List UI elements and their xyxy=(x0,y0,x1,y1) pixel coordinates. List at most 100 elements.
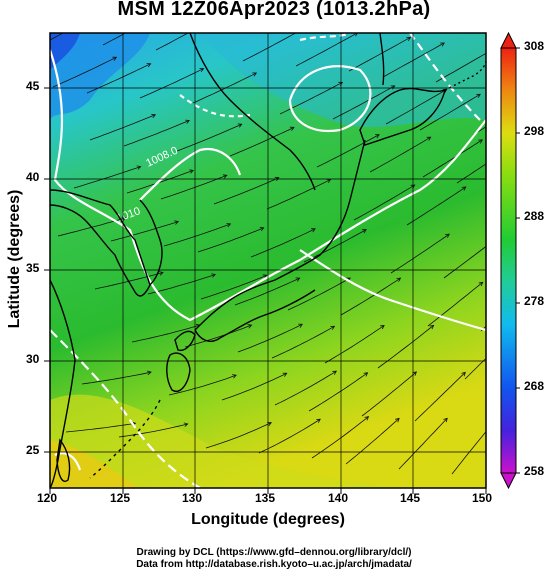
streamline xyxy=(147,274,216,295)
streamline xyxy=(295,33,358,67)
streamline xyxy=(229,127,295,157)
streamline-arrow xyxy=(493,47,497,50)
streamline xyxy=(176,123,242,152)
x-tick-label: 135 xyxy=(255,491,276,505)
streamline xyxy=(184,324,252,348)
streamline-arrow xyxy=(301,28,305,31)
streamline xyxy=(160,174,227,200)
x-tick-label: 150 xyxy=(472,491,493,505)
colorbar-tick-label: 308 xyxy=(524,39,545,53)
streamline-arrow xyxy=(211,273,216,278)
streamline-arrow xyxy=(445,233,450,238)
streamline-arrow xyxy=(316,418,321,423)
x-tick-label: 125 xyxy=(110,491,131,505)
streamline xyxy=(427,281,483,327)
colorbar xyxy=(500,31,520,490)
streamline-arrow xyxy=(146,63,152,68)
y-tick-label: 30 xyxy=(26,352,40,366)
streamline xyxy=(81,371,152,385)
streamline xyxy=(52,56,117,88)
axis-ticks xyxy=(44,87,487,494)
streamline-arrow xyxy=(528,98,532,101)
streamline xyxy=(118,423,188,438)
colorbar-tick-label: 298 xyxy=(524,124,545,138)
streamline xyxy=(274,370,337,406)
streamline xyxy=(361,371,417,417)
streamline xyxy=(126,170,194,194)
streamline xyxy=(73,166,141,189)
streamline-arrow xyxy=(476,93,481,98)
streamline-arrow xyxy=(395,417,400,423)
streamline xyxy=(266,179,331,210)
streamline-arrow xyxy=(529,284,533,288)
streamline xyxy=(250,228,316,258)
streamline xyxy=(237,323,303,353)
streamline-arrow xyxy=(295,277,301,282)
map-title: MSM 12Z06Apr2023 (1013.2hPa) xyxy=(117,0,431,20)
streamline-arrow xyxy=(289,126,295,131)
streamline-arrow xyxy=(492,420,496,424)
streamline-arrow xyxy=(107,5,111,8)
streamline xyxy=(65,422,136,433)
streamline-arrow xyxy=(443,417,448,423)
streamline xyxy=(385,88,448,125)
streamline-arrow xyxy=(332,370,338,375)
streamline xyxy=(205,422,272,449)
streamline xyxy=(348,37,411,72)
streamline-arrow xyxy=(311,228,316,233)
x-tick-label: 130 xyxy=(182,491,203,505)
streamline xyxy=(139,68,204,99)
y-tick-label: 25 xyxy=(26,443,40,457)
streamline xyxy=(221,372,287,401)
streamline-arrow xyxy=(222,174,228,179)
x-axis-label: Longitude (degrees) xyxy=(191,511,345,528)
y-tick-label: 40 xyxy=(26,170,40,184)
streamline-arrow xyxy=(146,370,152,376)
streamline-arrow xyxy=(478,139,483,144)
x-tick-label: 120 xyxy=(37,491,58,505)
streamline-arrow xyxy=(380,325,385,330)
streamline xyxy=(369,136,431,173)
streamline-arrow xyxy=(375,134,380,139)
streamline xyxy=(332,85,395,120)
streamline-arrow xyxy=(412,371,418,376)
streamline-arrow xyxy=(282,372,288,377)
streamline xyxy=(443,246,486,279)
streamline-arrow xyxy=(112,56,118,61)
streamline-arrow xyxy=(185,119,190,124)
colorbar-tick-label: 288 xyxy=(524,209,545,223)
streamline xyxy=(168,374,237,396)
streamline-arrow xyxy=(326,179,332,184)
streamline xyxy=(472,126,486,136)
map-plot-area: 1008.0 1010 xyxy=(50,5,533,488)
streamline-arrow xyxy=(262,274,268,279)
streamline xyxy=(287,277,351,311)
streamline xyxy=(406,186,467,226)
streamline xyxy=(414,372,466,422)
streamline-arrow xyxy=(237,123,243,128)
streamline-arrow xyxy=(461,371,466,377)
streamline-arrow xyxy=(426,136,432,141)
streamline xyxy=(435,52,486,83)
y-tick-label: 35 xyxy=(26,261,40,275)
streamline-arrow xyxy=(232,374,237,379)
streamline-arrow xyxy=(183,422,189,427)
streamline xyxy=(324,325,385,364)
streamline-arrow xyxy=(353,33,358,37)
colorbar-tick-label: 278 xyxy=(524,294,545,308)
streamline xyxy=(192,72,257,104)
credit-data: Data from http://database.rish.kyoto–u.a… xyxy=(136,559,412,570)
streamline-arrow xyxy=(362,229,367,234)
streamline xyxy=(200,274,267,300)
colorbar-tick-label: 258 xyxy=(524,464,545,478)
streamline-arrow xyxy=(199,68,205,73)
colorbar-max-arrow xyxy=(500,31,517,49)
streamline-arrow xyxy=(429,324,435,330)
streamline xyxy=(316,134,380,168)
streamline xyxy=(131,324,201,343)
streamline-arrow xyxy=(478,281,484,287)
streamline-arrow xyxy=(174,220,179,225)
streamline xyxy=(102,33,127,46)
y-tick-label: 45 xyxy=(26,79,40,93)
